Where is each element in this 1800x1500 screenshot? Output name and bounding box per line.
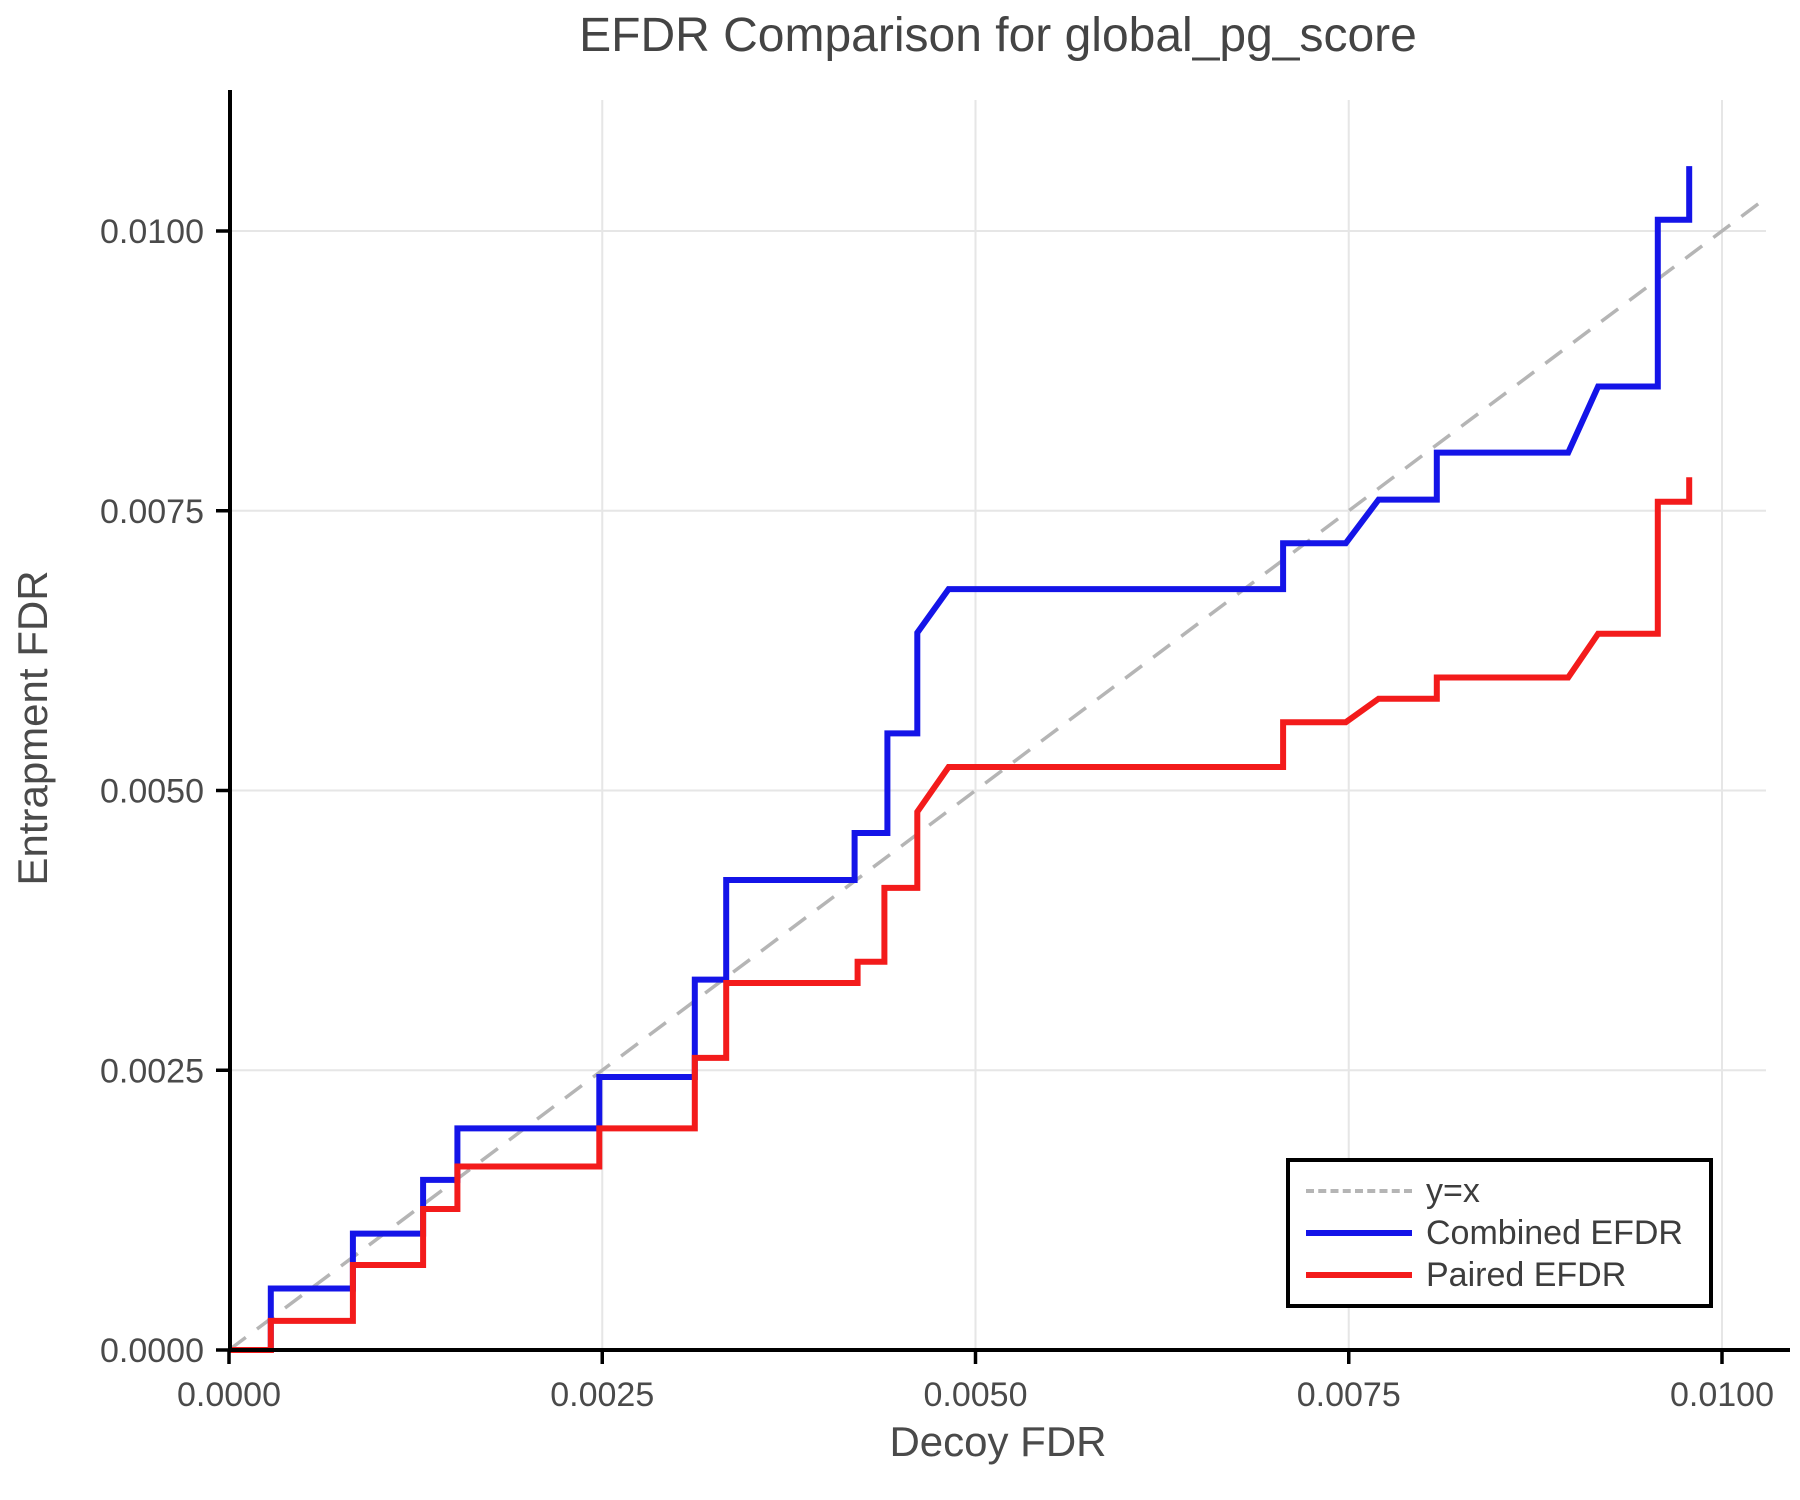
y-tick-label: 0.0100 [100, 213, 204, 251]
chart-title: EFDR Comparison for global_pg_score [579, 9, 1417, 62]
x-tick-label: 0.0025 [550, 1376, 654, 1414]
x-axis-label: Decoy FDR [889, 1418, 1107, 1465]
x-tick-label: 0.0075 [1297, 1376, 1401, 1414]
combined-efdr-swatch [1306, 1230, 1412, 1236]
x-tick-label: 0.0050 [924, 1376, 1028, 1414]
paired-efdr-line [229, 477, 1693, 1353]
legend-entry-paired: Paired EFDR [1306, 1256, 1709, 1294]
legend-label: Combined EFDR [1426, 1214, 1683, 1252]
y-axis-label: Entrapment FDR [9, 570, 56, 886]
y-tick-label: 0.0000 [100, 1332, 204, 1370]
identity-line [227, 196, 1767, 1352]
x-tick-label: 0.0000 [177, 1376, 281, 1414]
legend-entry-combined: Combined EFDR [1306, 1214, 1709, 1252]
identity-line-swatch [1306, 1189, 1412, 1193]
x-tick-label: 0.0100 [1670, 1376, 1774, 1414]
y-tick-label: 0.0050 [100, 773, 204, 811]
legend-label: Paired EFDR [1426, 1256, 1627, 1294]
y-tick-label: 0.0075 [100, 493, 204, 531]
y-tick-label: 0.0025 [100, 1052, 204, 1090]
legend-entry-identity: y=x [1306, 1172, 1709, 1210]
paired-efdr-swatch [1306, 1272, 1412, 1278]
legend-label: y=x [1426, 1172, 1480, 1210]
legend: y=x Combined EFDR Paired EFDR [1286, 1158, 1713, 1308]
